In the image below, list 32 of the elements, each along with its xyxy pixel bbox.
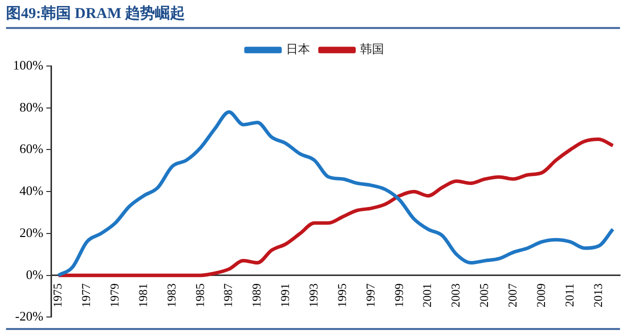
y-tick-label: 100% xyxy=(12,57,44,72)
x-tick-label: 1999 xyxy=(392,283,406,308)
x-tick-label: 1983 xyxy=(164,283,178,308)
y-tick-label: 80% xyxy=(19,99,44,114)
x-tick-label: 2001 xyxy=(420,283,434,308)
x-tick-label: 1993 xyxy=(306,283,320,308)
x-tick-label: 1995 xyxy=(334,283,349,308)
x-tick-label: 1997 xyxy=(363,283,378,308)
x-tick-label: 1991 xyxy=(278,283,292,308)
x-tick-label: 2003 xyxy=(448,283,463,308)
line-series xyxy=(56,138,615,278)
x-tick-label: 1981 xyxy=(136,283,150,308)
y-tick-label: 20% xyxy=(19,224,44,240)
x-tick-label: 2013 xyxy=(590,283,605,308)
x-tick-label: 2005 xyxy=(477,283,492,308)
x-tick-label: 1985 xyxy=(192,283,207,308)
y-tick-label: -20% xyxy=(15,308,44,324)
x-tick-label: 1989 xyxy=(250,283,264,308)
legend-label: 日本 xyxy=(286,42,310,56)
x-tick-label: 2011 xyxy=(562,283,576,307)
y-tick-label: 60% xyxy=(19,141,44,156)
x-tick-label: 2009 xyxy=(534,283,548,308)
x-tick-label: 1979 xyxy=(107,283,122,308)
legend-label: 韩国 xyxy=(360,42,384,56)
x-tick-label: 2007 xyxy=(506,283,520,308)
line-series xyxy=(56,110,615,278)
x-tick-label: 1977 xyxy=(79,283,94,308)
x-tick-label: 1987 xyxy=(221,283,236,308)
chart-title: 图49:韩国 DRAM 趋势崛起 xyxy=(6,4,620,29)
y-tick-label: 0% xyxy=(26,266,44,282)
y-tick-label: 40% xyxy=(19,183,44,198)
x-tick-label: 1975 xyxy=(50,283,65,308)
